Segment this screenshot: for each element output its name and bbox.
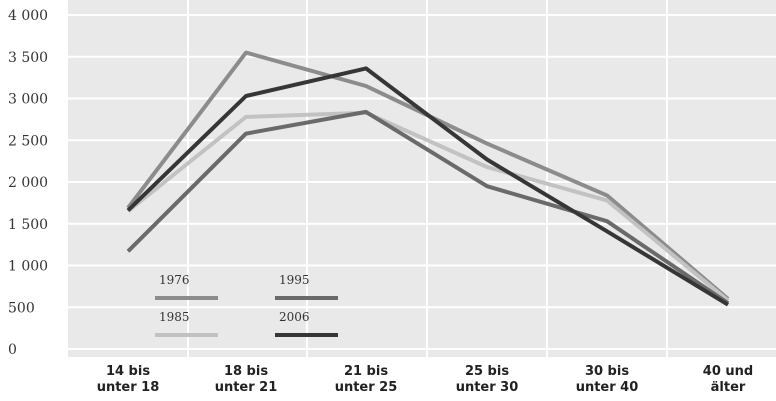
x-tick-label: 30 bis xyxy=(585,364,629,379)
x-tick-label: 14 bis xyxy=(106,364,150,379)
series-line-2006 xyxy=(126,66,730,307)
series-line-1985 xyxy=(126,110,730,303)
x-tick-label: unter 25 xyxy=(335,380,398,395)
x-tick-label: 18 bis xyxy=(224,364,268,379)
plot-background xyxy=(68,0,776,357)
legend-label-1995: 1995 xyxy=(279,273,310,287)
gridlines xyxy=(68,0,776,357)
x-tick-label: älter xyxy=(711,380,746,395)
x-tick-label: unter 21 xyxy=(215,380,278,395)
legend-label-1976: 1976 xyxy=(159,273,190,287)
series-line-1995 xyxy=(126,109,730,305)
y-tick-label: 500 xyxy=(8,300,35,316)
x-tick-label: 25 bis xyxy=(465,364,509,379)
y-axis-tick-labels: 0 500 1 000 1 500 2 000 2 500 3 000 3 500 4 000 xyxy=(8,8,48,358)
y-tick-label: 2 000 xyxy=(8,175,48,191)
legend: 1976 1995 1985 2006 xyxy=(155,273,338,337)
y-tick-label: 3 500 xyxy=(8,50,48,66)
x-tick-label: 21 bis xyxy=(344,364,388,379)
legend-label-1985: 1985 xyxy=(159,310,190,324)
y-tick-label: 2 500 xyxy=(8,133,48,149)
y-tick-label: 1 000 xyxy=(8,259,48,275)
x-tick-label: unter 30 xyxy=(456,380,519,395)
x-tick-label: unter 40 xyxy=(576,380,639,395)
series-lines xyxy=(126,50,730,307)
x-tick-label: unter 18 xyxy=(97,380,160,395)
legend-label-2006: 2006 xyxy=(279,310,310,324)
y-tick-label: 0 xyxy=(8,342,17,358)
x-tick-label: 40 und xyxy=(703,364,753,379)
y-tick-label: 1 500 xyxy=(8,217,48,233)
y-tick-label: 3 000 xyxy=(8,92,48,108)
y-tick-label: 4 000 xyxy=(8,8,48,24)
